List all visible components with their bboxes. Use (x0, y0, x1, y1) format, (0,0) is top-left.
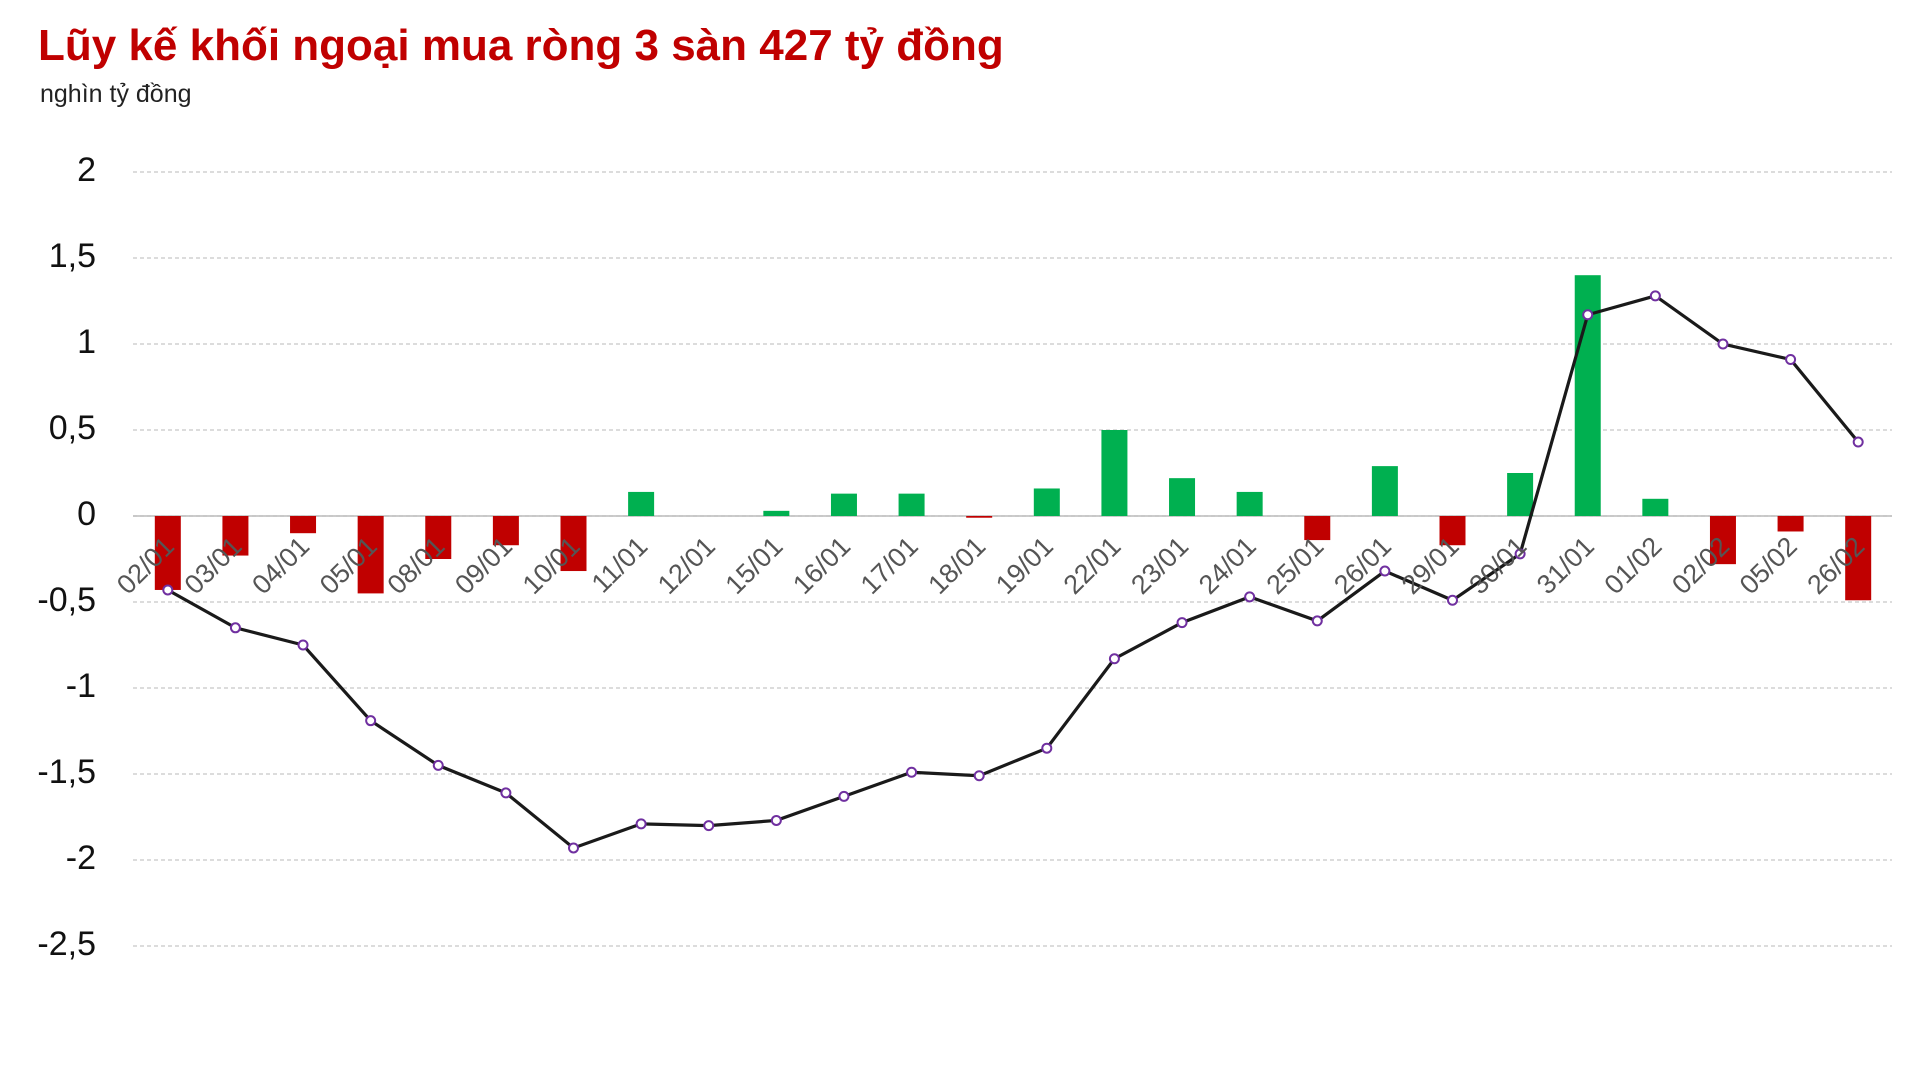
line-marker (162, 584, 174, 596)
line-marker (973, 770, 985, 782)
line-marker (229, 622, 241, 634)
x-tick-label: 01/02 (1599, 531, 1668, 600)
bar (1507, 473, 1534, 516)
line-marker (297, 639, 309, 651)
line-marker (1717, 338, 1729, 350)
x-tick-label: 22/01 (1058, 531, 1127, 600)
x-tick-label: 25/01 (1261, 531, 1330, 600)
bar (290, 516, 317, 534)
y-tick-label: 2 (77, 151, 96, 189)
x-tick-label: 26/01 (1328, 531, 1397, 600)
bar (1236, 491, 1263, 516)
bar (628, 491, 655, 516)
x-tick-label: 12/01 (652, 531, 721, 600)
line-marker (1176, 617, 1188, 629)
bar (1709, 516, 1736, 565)
bar (1642, 498, 1669, 516)
y-tick-label: 0,5 (49, 409, 96, 447)
line-marker (1649, 290, 1661, 302)
bar (1033, 488, 1060, 516)
y-tick-label: 0 (77, 495, 96, 533)
line-marker (568, 842, 579, 854)
x-tick-label: 19/01 (990, 531, 1059, 600)
y-tick-label: -0,5 (37, 581, 96, 619)
bar (1845, 516, 1872, 601)
line-marker (1447, 594, 1458, 606)
y-tick-label: -1,5 (37, 753, 96, 791)
y-tick-label: 1 (77, 323, 96, 361)
bar (1371, 466, 1398, 516)
bar (898, 493, 925, 516)
line-marker (838, 790, 850, 802)
x-tick-label: 23/01 (1125, 531, 1194, 600)
line-marker (635, 818, 647, 830)
bar (830, 493, 857, 516)
x-tick-label: 17/01 (855, 531, 924, 600)
y-tick-label: -2,5 (37, 925, 96, 963)
bar (1777, 516, 1804, 532)
line (167, 294, 1860, 850)
bar (154, 516, 181, 590)
line-marker (1785, 353, 1797, 365)
x-tick-label: 18/01 (922, 531, 991, 600)
bar (1101, 430, 1128, 516)
line-marker (770, 814, 782, 826)
line-marker (1852, 436, 1864, 448)
bar (425, 516, 452, 559)
y-tick-label: -1 (66, 667, 96, 705)
line-marker (1311, 615, 1323, 627)
y-tick-label: -2 (66, 839, 96, 877)
x-tick-label: 11/01 (586, 531, 654, 599)
bar (357, 516, 384, 594)
line-marker (432, 759, 444, 771)
bar (1169, 478, 1196, 516)
line-marker (1582, 309, 1594, 321)
x-tick-label: 31/01 (1531, 531, 1600, 600)
line-marker (703, 820, 715, 832)
y-tick-label: 1,5 (49, 237, 96, 275)
line-marker (906, 766, 918, 778)
bar (492, 516, 519, 546)
x-tick-label: 04/01 (246, 531, 315, 600)
bar (966, 516, 993, 518)
line-marker (365, 715, 377, 727)
bar (560, 516, 587, 572)
x-tick-label: 15/01 (720, 531, 789, 600)
line-marker (1041, 742, 1053, 754)
chart-title: Lũy kế khối ngoại mua ròng 3 sàn 427 tỷ … (38, 21, 1004, 70)
line-marker (1514, 548, 1526, 560)
line-marker (500, 787, 512, 799)
line-marker (1108, 653, 1120, 665)
bar (1439, 516, 1466, 546)
bar (222, 516, 249, 556)
x-tick-label: 16/01 (787, 531, 856, 600)
chart-subtitle: nghìn tỷ đồng (40, 80, 192, 108)
bar (1304, 516, 1331, 541)
line-marker (1244, 591, 1256, 603)
x-tick-label: 24/01 (1193, 531, 1262, 600)
line-marker (1379, 565, 1391, 577)
x-tick-label: 05/02 (1734, 531, 1803, 600)
bar (763, 510, 790, 516)
